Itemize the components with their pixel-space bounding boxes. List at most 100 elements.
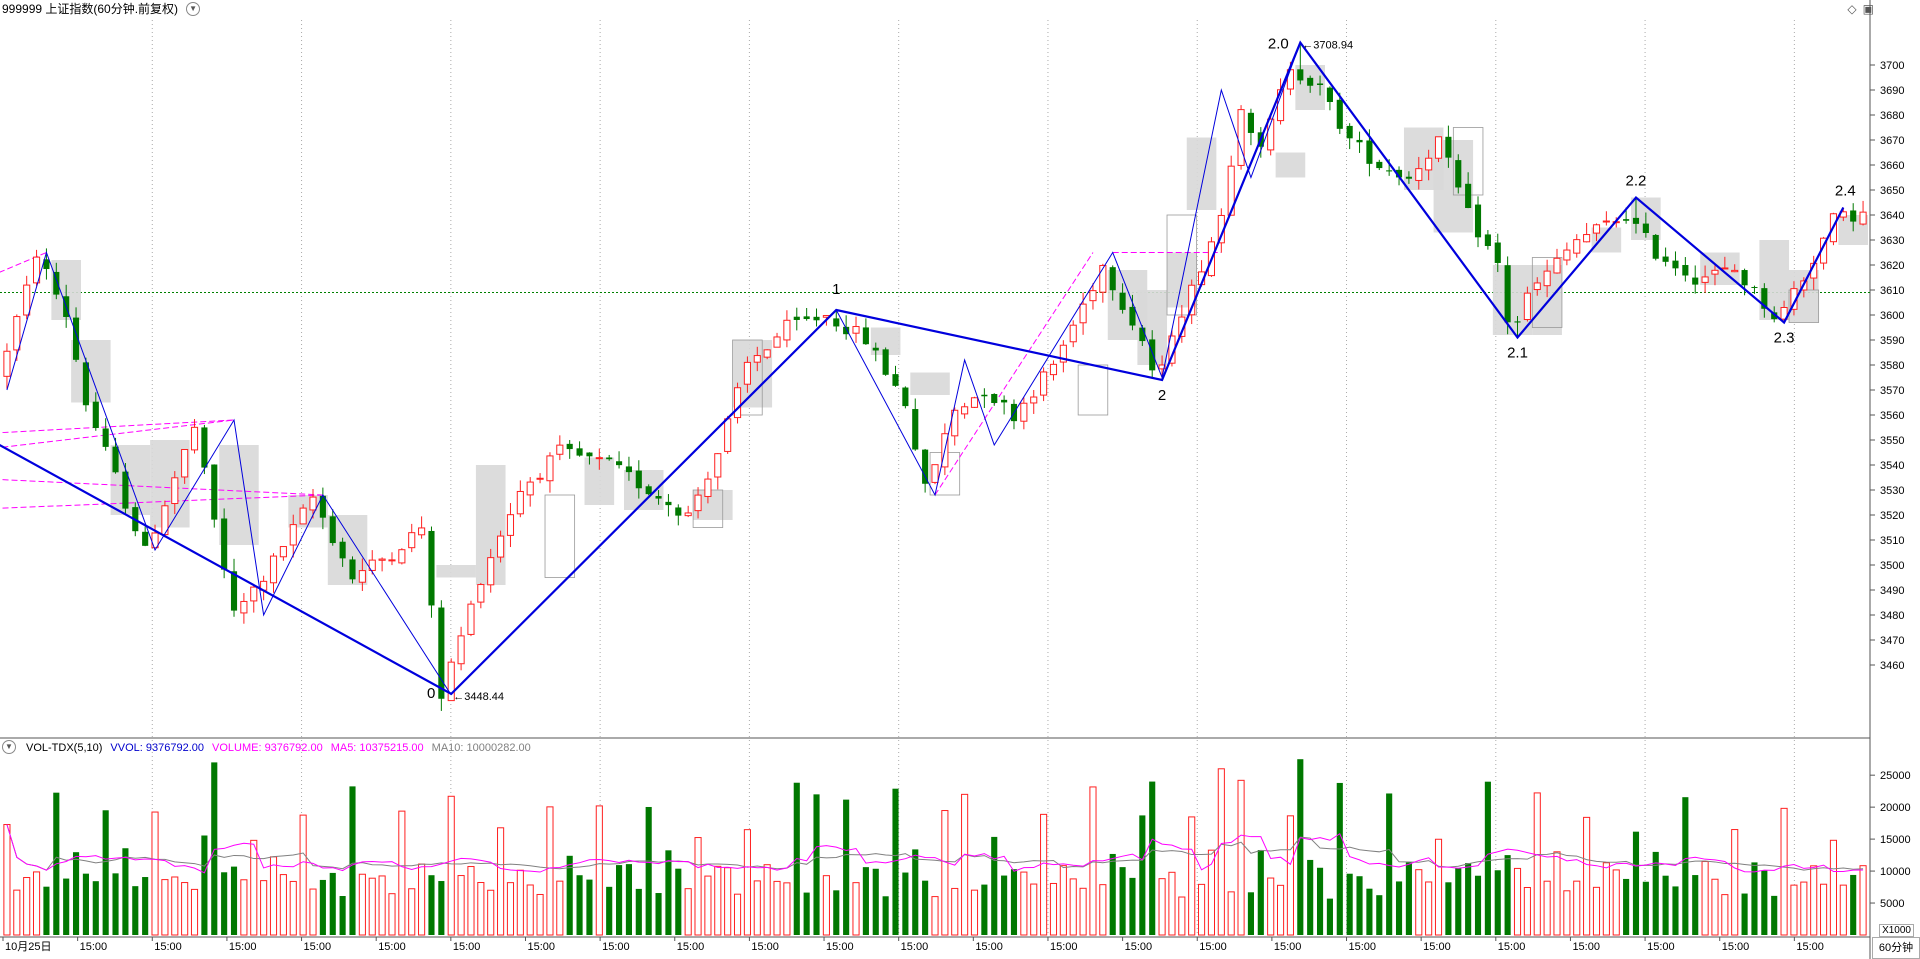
time-tick-label: 15:00 <box>1722 941 1750 953</box>
volume-bar-up <box>457 875 465 936</box>
volume-bar-down <box>1642 881 1649 935</box>
candle-body-down <box>872 347 879 351</box>
candle-body-up <box>546 455 554 482</box>
sub-wave-line <box>835 42 1301 497</box>
volume-bar-up <box>378 875 386 936</box>
candle-body-up <box>714 453 722 478</box>
candle-body-down <box>1514 321 1521 323</box>
volume-bar-down <box>635 888 642 935</box>
candle-body-up <box>1780 307 1788 320</box>
time-tick-label: 15:00 <box>80 941 108 953</box>
range-box <box>1186 137 1217 210</box>
chart-title-bar: 999999 上证指数(60分钟.前复权) ▼ <box>0 0 1872 18</box>
volume-bar-down <box>1376 895 1383 935</box>
candle-body-up <box>408 532 416 549</box>
volume-bar-down <box>132 886 139 935</box>
time-tick-label: 15:00 <box>1199 941 1227 953</box>
volume-bar-up <box>1425 881 1433 936</box>
candle-body-up <box>516 490 524 515</box>
volume-bar-down <box>112 873 119 935</box>
candle-body-down <box>1386 170 1393 172</box>
candle-body-up <box>358 570 366 583</box>
diamond-icon[interactable]: ◇ <box>1847 2 1857 16</box>
candle-body-up <box>1425 157 1433 171</box>
price-tick-label: 3670 <box>1880 135 1904 147</box>
volume-bar-down <box>1109 853 1116 935</box>
volume-bar-down <box>438 881 445 935</box>
chart-title: 999999 上证指数(60分钟.前复权) <box>2 2 179 16</box>
volume-bar-up <box>32 871 41 936</box>
chevron-down-icon[interactable]: ▼ <box>186 2 201 16</box>
candle-body-down <box>1336 99 1343 129</box>
volume-bar-down <box>981 884 988 935</box>
volume-bar-up <box>309 888 317 936</box>
candle-body-up <box>418 527 426 536</box>
volume-bar-up <box>1839 884 1847 936</box>
candle-body-up <box>190 426 199 451</box>
volume-bar-up <box>1701 861 1709 936</box>
volume-bar-down <box>892 788 899 935</box>
volume-bar-down <box>1652 851 1659 935</box>
price-tick-label: 3500 <box>1880 560 1904 572</box>
volume-bar-up <box>694 837 702 936</box>
chevron-down-icon[interactable]: ▼ <box>2 740 16 754</box>
volume-bar-up <box>970 889 979 936</box>
volume-bar-down <box>922 880 929 935</box>
candle-body-down <box>813 316 820 321</box>
volume-bar-down <box>1504 855 1511 935</box>
volume-bar-up <box>1711 878 1719 936</box>
volume-bar-down <box>1761 870 1768 935</box>
candle-body-up <box>506 514 515 536</box>
candle-body-down <box>221 518 228 570</box>
volume-bar-down <box>833 890 840 935</box>
volume-bar-up <box>763 864 771 936</box>
period-selector[interactable]: 60分钟 <box>1872 937 1920 959</box>
volume-bar-down <box>586 879 593 935</box>
volume-bar-up <box>852 882 860 936</box>
candle-body-down <box>1672 260 1679 269</box>
volume-bar-up <box>783 882 791 936</box>
ma10-line <box>6 824 1864 871</box>
candle-body-up <box>171 477 179 505</box>
volume-bar-up <box>1533 792 1541 936</box>
volume-bar-down <box>1386 793 1393 935</box>
time-tick-label: 15:00 <box>154 941 182 953</box>
volume-bar-up <box>1731 829 1739 936</box>
volume-bar-down <box>1297 759 1304 935</box>
volume-bar-up <box>595 805 603 936</box>
volume-bar-up <box>1069 878 1077 936</box>
volume-bar-up <box>546 806 554 936</box>
candle-body-down <box>428 530 435 606</box>
volume-bar-down <box>1771 895 1778 935</box>
volume-bar-up <box>181 882 189 936</box>
volume-bar-down <box>339 896 346 935</box>
volume-bar-down <box>576 875 583 935</box>
candle-body-up <box>269 555 278 584</box>
volume-bar-down <box>1682 797 1689 935</box>
candle-body-up <box>724 418 732 452</box>
range-box <box>910 372 950 395</box>
volume-bar-up <box>753 880 761 936</box>
price-tick-label: 3610 <box>1880 285 1904 297</box>
price-tick-label: 3640 <box>1880 210 1904 222</box>
volume-bar-up <box>1198 883 1206 936</box>
candle-body-down <box>329 516 336 544</box>
candle-body-down <box>319 495 326 518</box>
window-icon[interactable]: ▣ <box>1862 2 1874 16</box>
volume-bar-up <box>1563 890 1571 936</box>
volume-bar-down <box>1395 881 1403 935</box>
time-tick-label: 15:00 <box>602 941 630 953</box>
candle-body-up <box>1059 344 1067 363</box>
volume-bar-up <box>240 879 248 936</box>
volume-bar-up <box>1523 886 1531 936</box>
volume-bar-down <box>1405 862 1412 935</box>
volume-bar-down <box>991 836 998 935</box>
volume-bar-up <box>714 865 722 936</box>
volume-bar-down <box>92 881 99 935</box>
candle-body-down <box>142 531 149 546</box>
volume-bar-up <box>1079 887 1087 936</box>
time-tick-label: 15:00 <box>901 941 929 953</box>
volume-bar-up <box>1020 871 1028 936</box>
volume-bar-down <box>349 786 356 935</box>
